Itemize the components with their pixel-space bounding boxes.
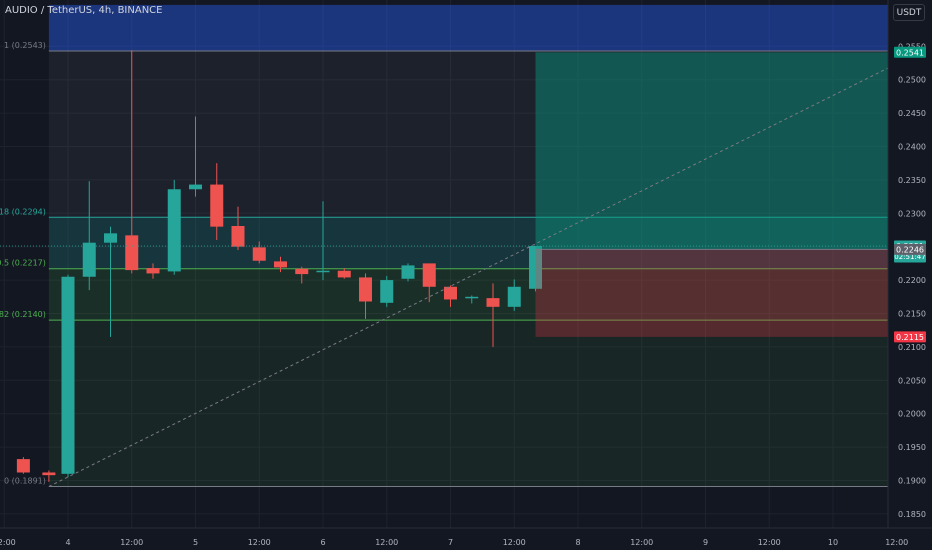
price-label-tag <box>894 331 926 343</box>
time-tick-label: 12:00 <box>375 538 398 547</box>
countdown-label-text: 02:51:47 <box>894 253 925 261</box>
candle-up <box>189 184 202 190</box>
candle-down <box>42 472 56 476</box>
candle-down <box>337 270 351 278</box>
fib-level-label: 0.618 (0.2294) <box>0 207 46 216</box>
candle-down <box>210 184 224 227</box>
price-tick-label: 0.2000 <box>898 410 926 419</box>
time-tick-label: 5 <box>193 538 198 547</box>
time-tick-label: 12:00 <box>0 538 16 547</box>
time-tick-label: 6 <box>320 538 325 547</box>
time-tick-label: 12:00 <box>120 538 143 547</box>
time-tick-label: 9 <box>703 538 708 547</box>
candle-down <box>422 263 436 287</box>
price-tick-label: 0.1850 <box>898 510 926 519</box>
candle-up <box>82 242 96 277</box>
candle-down <box>231 225 245 247</box>
price-tick-label: 0.2150 <box>898 310 926 319</box>
position-stop-zone <box>535 249 923 337</box>
fib-zone-0618-05 <box>48 217 923 269</box>
time-tick-label: 12:00 <box>248 538 271 547</box>
candle-up <box>507 286 521 307</box>
price-tick-label: 0.2300 <box>898 209 926 218</box>
drawing-overlays <box>0 50 923 487</box>
price-tick-label: 0.1900 <box>898 477 926 486</box>
price-tick-label: 0.2350 <box>898 176 926 185</box>
fib-level-label: 0.5 (0.2217) <box>0 259 46 268</box>
price-tick-label: 0.2050 <box>898 376 926 385</box>
candle-up <box>167 189 181 272</box>
candle-down <box>252 247 266 261</box>
candle-down <box>274 261 288 268</box>
candle-down <box>125 235 139 271</box>
candle-up <box>465 296 479 299</box>
candle-up <box>380 280 394 303</box>
time-tick-label: 4 <box>65 538 70 547</box>
fib-zone-top <box>48 4 923 51</box>
time-tick-label: 7 <box>448 538 453 547</box>
time-tick-label: 10 <box>828 538 838 547</box>
fib-level-label: 0.382 (0.2140) <box>0 310 46 319</box>
candle-up <box>316 270 330 273</box>
time-axis-bg <box>0 528 932 550</box>
price-tick-label: 0.2550 <box>898 42 926 51</box>
fibonacci-zones: 1 (0.2543) 0.618 (0.2294) 0.5 (0.2217) 0.38… <box>0 4 923 488</box>
candle-up <box>103 233 117 243</box>
price-label-tag <box>894 46 926 58</box>
candle-down <box>486 298 500 307</box>
fib-trend-line <box>48 50 923 487</box>
fib-zone-0382-0 <box>48 320 923 487</box>
price-axis-bg <box>888 0 932 550</box>
position-target-zone <box>535 52 923 250</box>
symbol-title[interactable]: AUDIO / TetherUS, 4h, BINANCE <box>5 5 163 16</box>
currency-button[interactable]: USDT <box>893 4 925 21</box>
price-tick-label: 0.2200 <box>898 276 926 285</box>
time-tick-label: 12:00 <box>885 538 908 547</box>
candle-up <box>529 246 543 289</box>
candle-up <box>61 276 75 474</box>
price-tick-label: 0.2100 <box>898 343 926 352</box>
price-label-text: 0.2246 <box>896 245 924 254</box>
price-tick-label: 0.2450 <box>898 109 926 118</box>
candle-down <box>295 268 309 275</box>
fib-zone-05-0382 <box>48 268 923 321</box>
candles <box>16 50 543 482</box>
fib-zone-1-0618 <box>48 50 923 218</box>
time-tick-label: 8 <box>575 538 580 547</box>
fib-level-label: 1 (0.2543) <box>4 41 46 50</box>
time-tick-label: 12:00 <box>758 538 781 547</box>
price-label-text: 0.2115 <box>896 333 924 342</box>
candle-down <box>146 268 160 274</box>
candle-down <box>16 459 30 473</box>
candle-down <box>358 277 372 302</box>
price-label-text: 0.2541 <box>896 48 924 57</box>
candle-up <box>401 265 415 279</box>
price-label-tag <box>894 243 926 255</box>
price-axis[interactable]: 0.2550 0.2500 0.2450 0.2400 0.2350 0.2300 0.22… <box>887 0 932 550</box>
time-tick-label: 12:00 <box>503 538 526 547</box>
price-tick-label: 0.2400 <box>898 143 926 152</box>
fib-level-label: 0 (0.1891) <box>4 477 46 486</box>
time-tick-label: 12:00 <box>630 538 653 547</box>
time-axis[interactable]: 12:00 4 12:00 5 12:00 6 12:00 7 12:00 8 12:00 9 12:0… <box>0 527 932 550</box>
price-tick-label: 0.1950 <box>898 443 926 452</box>
candle-down <box>444 286 457 300</box>
price-tick-label: 0.2500 <box>898 76 926 85</box>
